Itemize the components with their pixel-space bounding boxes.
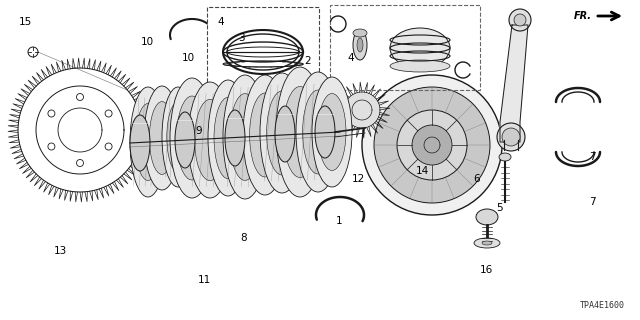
Ellipse shape (499, 153, 511, 161)
Ellipse shape (474, 238, 500, 248)
Ellipse shape (502, 128, 520, 146)
Ellipse shape (223, 75, 267, 199)
Text: 5: 5 (496, 203, 502, 213)
Text: 8: 8 (240, 233, 246, 244)
Text: 14: 14 (416, 166, 429, 176)
Ellipse shape (312, 77, 352, 187)
Ellipse shape (214, 97, 242, 179)
Text: 4: 4 (218, 17, 224, 28)
Text: 3: 3 (239, 33, 245, 44)
Circle shape (412, 125, 452, 165)
Text: 2: 2 (304, 56, 310, 66)
Ellipse shape (283, 86, 317, 178)
Ellipse shape (315, 106, 335, 158)
Text: 15: 15 (19, 17, 32, 28)
Text: FR.: FR. (574, 11, 592, 21)
Text: 16: 16 (480, 265, 493, 276)
Ellipse shape (276, 67, 324, 197)
Text: TPA4E1600: TPA4E1600 (580, 301, 625, 310)
Ellipse shape (482, 241, 492, 245)
Text: 7: 7 (589, 152, 595, 162)
Ellipse shape (260, 73, 304, 193)
Bar (207, 7, 319, 95)
Ellipse shape (136, 103, 161, 180)
Ellipse shape (267, 91, 298, 175)
Ellipse shape (130, 87, 166, 197)
Circle shape (362, 75, 502, 215)
Ellipse shape (250, 93, 280, 177)
Ellipse shape (225, 110, 245, 166)
Polygon shape (500, 25, 528, 142)
Ellipse shape (188, 82, 232, 198)
Ellipse shape (162, 87, 194, 187)
Text: 10: 10 (141, 36, 154, 47)
Ellipse shape (144, 86, 180, 190)
Ellipse shape (177, 96, 207, 180)
Text: 17: 17 (314, 158, 326, 168)
Ellipse shape (353, 30, 367, 60)
Text: 10: 10 (182, 52, 195, 63)
Circle shape (374, 87, 490, 203)
Ellipse shape (514, 14, 526, 26)
Ellipse shape (230, 93, 260, 180)
Text: 7: 7 (589, 196, 595, 207)
Ellipse shape (509, 9, 531, 31)
Ellipse shape (170, 78, 214, 198)
Ellipse shape (275, 106, 295, 162)
Ellipse shape (318, 93, 346, 171)
Ellipse shape (353, 29, 367, 37)
Ellipse shape (167, 102, 189, 172)
Ellipse shape (497, 123, 525, 151)
Circle shape (397, 110, 467, 180)
Ellipse shape (208, 80, 248, 196)
Text: 13: 13 (54, 246, 67, 256)
Text: 12: 12 (352, 174, 365, 184)
Text: 1: 1 (336, 216, 342, 226)
Text: 6: 6 (474, 174, 480, 184)
Text: 11: 11 (198, 275, 211, 285)
Text: 9: 9 (195, 126, 202, 136)
Ellipse shape (390, 60, 450, 72)
Ellipse shape (311, 117, 329, 126)
Ellipse shape (296, 72, 340, 192)
Circle shape (344, 92, 380, 128)
Ellipse shape (175, 112, 195, 168)
Ellipse shape (390, 28, 450, 68)
Bar (330, 5, 480, 90)
Ellipse shape (243, 75, 287, 195)
Ellipse shape (195, 100, 225, 180)
Text: 4: 4 (348, 52, 354, 63)
Ellipse shape (303, 90, 333, 174)
Ellipse shape (357, 38, 363, 52)
Ellipse shape (130, 115, 150, 171)
Ellipse shape (476, 209, 498, 225)
Ellipse shape (149, 101, 175, 174)
